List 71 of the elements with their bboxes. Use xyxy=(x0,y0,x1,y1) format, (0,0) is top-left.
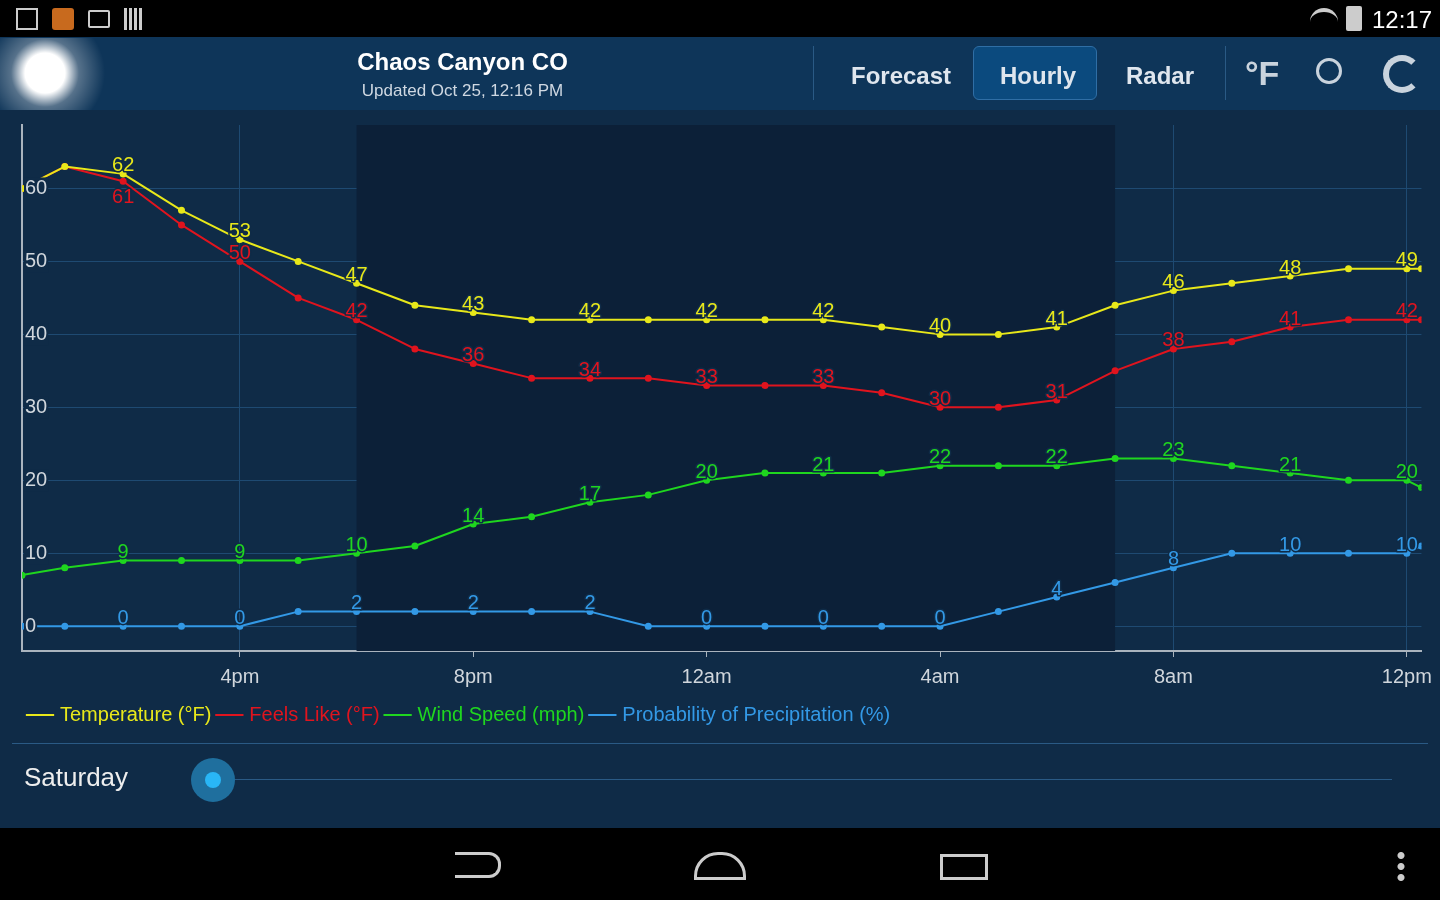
data-label: 31 xyxy=(1045,379,1068,402)
data-label: 42 xyxy=(695,299,718,322)
data-label: 62 xyxy=(112,153,135,176)
text: Forecast xyxy=(851,62,952,90)
data-label: 2 xyxy=(350,591,363,614)
x-tick-label: 8am xyxy=(1153,664,1193,687)
data-label: 53 xyxy=(228,219,251,242)
data-label: 10 xyxy=(1279,532,1302,555)
x-tick-label: 4am xyxy=(920,664,960,687)
data-label: 2 xyxy=(467,591,479,614)
data-label: 21 xyxy=(1279,452,1302,475)
data-label: 42 xyxy=(345,299,368,322)
chart-subtitle: Updated Oct 25, 12:16 PM xyxy=(360,81,565,101)
x-tick-label: 12pm xyxy=(1381,664,1432,687)
data-label: 0 xyxy=(817,605,829,628)
y-tick-label: 20 xyxy=(25,467,48,490)
data-label: 10 xyxy=(345,532,368,555)
data-label: 0 xyxy=(934,605,946,628)
data-label: 30 xyxy=(928,386,952,409)
y-tick-label: 50 xyxy=(25,248,48,271)
data-label: 9 xyxy=(234,540,246,563)
data-label: 33 xyxy=(695,364,718,387)
data-label: 10 xyxy=(1395,532,1418,555)
data-label: 23 xyxy=(1162,437,1185,460)
data-label: 50 xyxy=(228,240,251,263)
text: 12:17 xyxy=(1372,6,1433,34)
data-label: 42 xyxy=(1395,299,1418,322)
data-label: 48 xyxy=(1279,255,1302,278)
x-tick-label: 8pm xyxy=(453,664,493,687)
x-tick-label: 4pm xyxy=(220,664,260,687)
x-tick-label: 12am xyxy=(681,664,732,687)
y-tick-label: 40 xyxy=(25,321,48,344)
data-label: 0 xyxy=(234,605,246,628)
legend-label: Wind Speed (mph) xyxy=(417,702,585,725)
data-label: 0 xyxy=(117,605,129,628)
y-tick-label: 30 xyxy=(25,394,48,417)
data-label: 42 xyxy=(812,299,835,322)
data-label: 49 xyxy=(1395,248,1418,271)
text: Radar xyxy=(1126,62,1195,90)
data-label: 21 xyxy=(812,452,835,475)
data-label: 20 xyxy=(695,459,718,482)
legend-label: Feels Like (°F) xyxy=(249,702,380,725)
data-label: 42 xyxy=(578,299,602,322)
data-label: 0 xyxy=(701,605,713,628)
data-label: 8 xyxy=(1167,547,1179,570)
chart-title: Chaos Canyon CO xyxy=(356,48,569,76)
text: °F xyxy=(1245,54,1280,93)
legend-label: Temperature (°F) xyxy=(60,702,212,725)
data-label: 2 xyxy=(584,591,596,614)
data-label: 4 xyxy=(1051,576,1063,599)
text: Saturday xyxy=(24,762,129,793)
y-tick-label: 0 xyxy=(25,613,37,636)
legend-label: Probability of Precipitation (%) xyxy=(622,702,891,725)
data-label: 40 xyxy=(928,313,952,336)
data-label: 41 xyxy=(1279,306,1302,329)
data-label: 17 xyxy=(578,481,602,504)
data-label: 33 xyxy=(812,364,835,387)
data-label: 22 xyxy=(1045,445,1068,468)
data-label: 43 xyxy=(462,292,485,315)
y-tick-label: 10 xyxy=(25,540,48,563)
data-label: 46 xyxy=(1162,270,1185,293)
data-label: 20 xyxy=(1395,459,1418,482)
data-label: 38 xyxy=(1162,328,1185,351)
data-label: 47 xyxy=(345,262,368,285)
y-tick-label: 60 xyxy=(25,175,48,198)
data-label: 9 xyxy=(117,540,129,563)
data-label: 41 xyxy=(1045,306,1068,329)
data-label: 14 xyxy=(462,503,485,526)
text: Hourly xyxy=(1000,62,1077,90)
data-label: 61 xyxy=(112,184,135,207)
data-label: 22 xyxy=(928,445,952,468)
